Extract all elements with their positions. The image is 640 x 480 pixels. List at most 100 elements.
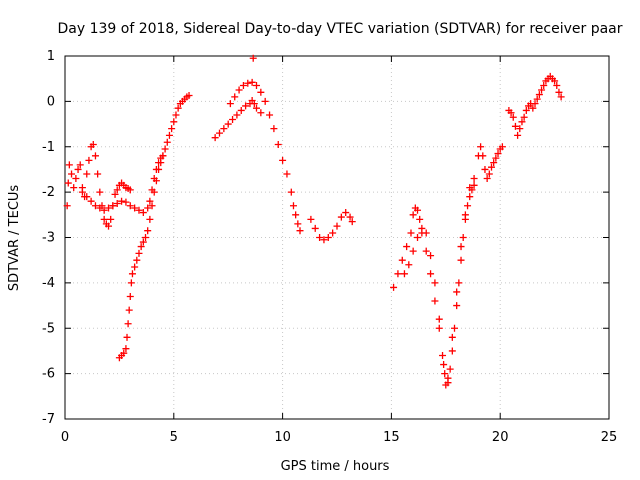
data-point bbox=[252, 104, 260, 112]
data-point bbox=[555, 88, 563, 96]
data-point bbox=[266, 111, 274, 119]
data-point bbox=[446, 365, 454, 373]
data-point bbox=[215, 129, 223, 137]
data-point bbox=[257, 88, 265, 96]
chart-title: Day 139 of 2018, Sidereal Day-to-day VTE… bbox=[57, 21, 622, 37]
data-point bbox=[448, 347, 456, 355]
data-point bbox=[287, 188, 295, 196]
data-point bbox=[242, 102, 250, 110]
data-point bbox=[123, 333, 131, 341]
data-point bbox=[540, 81, 548, 89]
data-point bbox=[470, 181, 478, 189]
data-point bbox=[127, 279, 135, 287]
data-point bbox=[159, 152, 167, 160]
series-6 bbox=[390, 175, 478, 389]
data-point bbox=[509, 113, 517, 121]
data-point bbox=[126, 186, 134, 194]
x-tick-label: 25 bbox=[601, 430, 618, 445]
data-point bbox=[444, 374, 452, 382]
series-4 bbox=[211, 54, 304, 235]
series-2 bbox=[78, 152, 167, 217]
data-point bbox=[464, 202, 472, 210]
data-point bbox=[113, 199, 121, 207]
data-point bbox=[137, 243, 145, 251]
data-point bbox=[448, 333, 456, 341]
x-tick-label: 0 bbox=[61, 430, 69, 445]
data-point bbox=[126, 202, 134, 210]
x-tick-label: 20 bbox=[492, 430, 509, 445]
data-point bbox=[144, 227, 152, 235]
data-point bbox=[435, 324, 443, 332]
data-point bbox=[551, 77, 559, 85]
data-point bbox=[229, 116, 237, 124]
y-tick-label: -1 bbox=[42, 140, 55, 155]
data-point bbox=[466, 184, 474, 192]
data-point bbox=[63, 202, 71, 210]
data-point bbox=[453, 288, 461, 296]
y-tick-label: -5 bbox=[42, 321, 55, 336]
data-point bbox=[68, 170, 76, 178]
data-point bbox=[168, 125, 176, 133]
data-point bbox=[455, 279, 463, 287]
data-point bbox=[557, 93, 565, 101]
data-point bbox=[522, 106, 530, 114]
data-point bbox=[518, 118, 526, 126]
data-point bbox=[346, 213, 354, 221]
data-point bbox=[390, 283, 398, 291]
data-point bbox=[466, 193, 474, 201]
data-point bbox=[337, 213, 345, 221]
data-point bbox=[89, 140, 97, 148]
data-point bbox=[91, 152, 99, 160]
data-point bbox=[133, 256, 141, 264]
data-point bbox=[398, 256, 406, 264]
data-point bbox=[91, 202, 99, 210]
data-point bbox=[78, 188, 86, 196]
data-point bbox=[237, 106, 245, 114]
data-point bbox=[283, 170, 291, 178]
data-point bbox=[64, 179, 72, 187]
data-point bbox=[490, 159, 498, 167]
data-point bbox=[470, 175, 478, 183]
data-point bbox=[511, 122, 519, 130]
data-point bbox=[487, 163, 495, 171]
data-point bbox=[131, 263, 139, 271]
data-point bbox=[514, 131, 522, 139]
data-point bbox=[148, 202, 156, 210]
data-point bbox=[409, 247, 417, 255]
data-point bbox=[414, 206, 422, 214]
data-point bbox=[422, 247, 430, 255]
data-point bbox=[422, 229, 430, 237]
data-point bbox=[296, 227, 304, 235]
data-point bbox=[74, 165, 82, 173]
data-point bbox=[111, 190, 119, 198]
data-point bbox=[257, 109, 265, 117]
data-point bbox=[244, 79, 252, 87]
data-point bbox=[126, 292, 134, 300]
data-point bbox=[405, 261, 413, 269]
data-point bbox=[107, 215, 115, 223]
data-point bbox=[87, 197, 95, 205]
y-tick-label: -6 bbox=[42, 367, 55, 382]
data-point bbox=[348, 218, 356, 226]
data-point bbox=[124, 320, 132, 328]
data-point bbox=[274, 140, 282, 148]
grid-lines bbox=[65, 56, 609, 419]
x-tick-label: 5 bbox=[170, 430, 178, 445]
data-point bbox=[520, 113, 528, 121]
data-point bbox=[453, 302, 461, 310]
data-point bbox=[414, 234, 422, 241]
data-point bbox=[161, 145, 169, 153]
data-point bbox=[320, 236, 328, 244]
y-tick-label: -7 bbox=[42, 412, 55, 427]
data-point bbox=[70, 184, 78, 192]
data-point bbox=[292, 211, 300, 219]
data-point bbox=[146, 197, 154, 205]
data-point bbox=[457, 256, 465, 264]
data-point bbox=[440, 361, 448, 369]
data-point bbox=[316, 234, 324, 241]
data-point bbox=[481, 165, 489, 173]
data-point bbox=[85, 156, 93, 164]
data-point bbox=[311, 224, 319, 232]
data-point bbox=[94, 170, 102, 178]
data-point bbox=[342, 209, 350, 217]
